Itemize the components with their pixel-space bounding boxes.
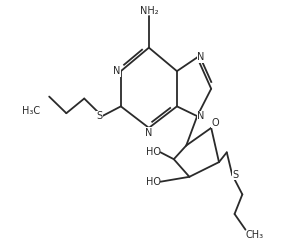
Text: S: S	[96, 111, 102, 121]
Text: N: N	[145, 128, 153, 138]
Text: S: S	[232, 170, 238, 180]
Text: CH₃: CH₃	[245, 230, 264, 240]
Text: H₃C: H₃C	[22, 106, 40, 116]
Text: NH₂: NH₂	[140, 6, 158, 16]
Text: N: N	[197, 111, 205, 121]
Text: HO: HO	[146, 177, 161, 187]
Text: N: N	[113, 66, 121, 76]
Text: N: N	[197, 53, 205, 62]
Text: O: O	[211, 118, 219, 128]
Text: HO: HO	[146, 147, 161, 157]
